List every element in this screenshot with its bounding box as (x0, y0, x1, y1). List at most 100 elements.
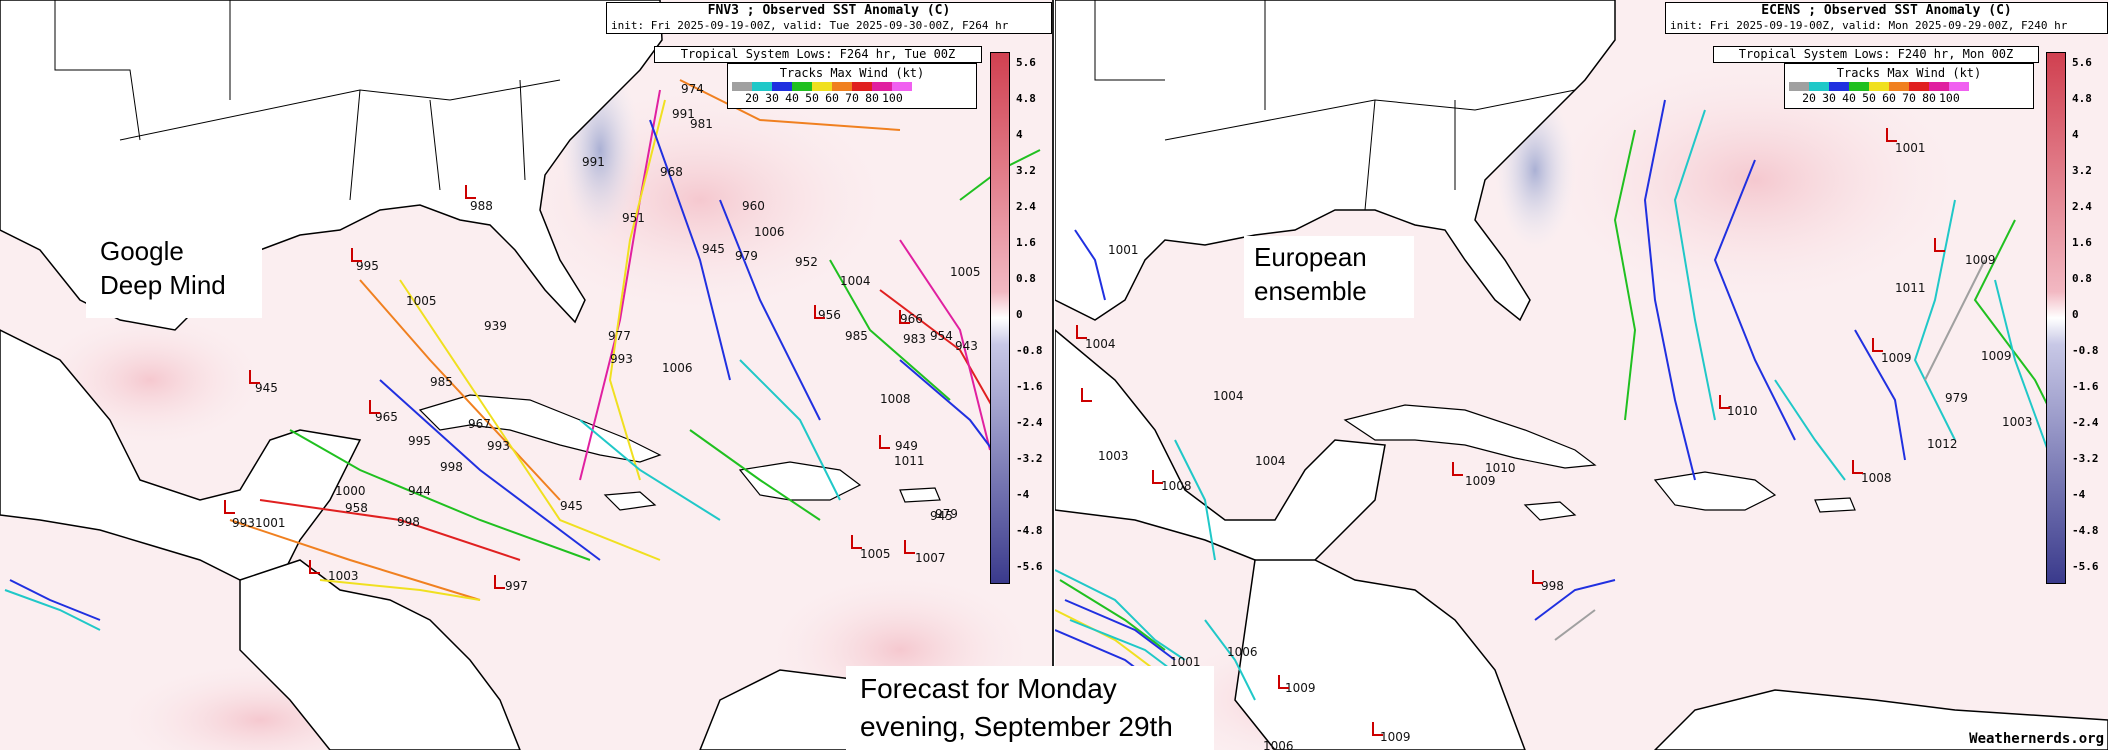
colorbar-tick: -4 (1016, 488, 1030, 501)
colorbar-tick: 5.6 (2072, 56, 2092, 69)
pressure-label: 1000 (335, 484, 366, 498)
legend-label: 40 (785, 91, 799, 105)
pressure-label: 1008 (880, 392, 911, 406)
legend-label: 80 (865, 91, 879, 105)
pressure-label: 1003 (2002, 415, 2033, 429)
left-map-panel: 974 991 981 991 968 960 1006 945 979 952… (0, 0, 1054, 750)
pressure-label: 974 (681, 82, 704, 96)
pressure-label: 979 (935, 507, 958, 521)
legend-label: 60 (1882, 91, 1896, 105)
pressure-label: 956 (818, 308, 841, 322)
pressure-label: 997 (505, 579, 528, 593)
pressure-label: 1009 (1881, 351, 1912, 365)
legend-label: 30 (1822, 91, 1836, 105)
legend-swatch (1889, 82, 1909, 91)
left-header: FNV3 ; Observed SST Anomaly (C) init: Fr… (606, 2, 1052, 34)
legend-label: 70 (1902, 91, 1916, 105)
left-legend-title: Tracks Max Wind (kt) (779, 66, 925, 80)
pressure-label: 983 (903, 332, 926, 346)
right-header: ECENS ; Observed SST Anomaly (C) init: F… (1665, 2, 2108, 34)
colorbar-tick: -0.8 (2072, 344, 2099, 357)
pressure-label: 1006 (754, 225, 785, 239)
jamaica-island (1523, 501, 1577, 521)
legend-label: 100 (882, 91, 903, 105)
left-wind-legend: Tracks Max Wind (kt) 20 30 40 50 60 70 8… (727, 63, 977, 109)
legend-label: 50 (1862, 91, 1876, 105)
puerto-rico-island (899, 487, 941, 503)
pressure-label: 1003 (328, 569, 359, 583)
legend-swatch (1929, 82, 1949, 91)
hispaniola-island (1653, 471, 1777, 511)
pressure-label: 998 (1541, 579, 1564, 593)
legend-swatch (1949, 82, 1969, 91)
legend-swatch (1849, 82, 1869, 91)
legend-swatch (772, 82, 792, 91)
forecast-caption: Forecast for Monday evening, September 2… (846, 666, 1214, 750)
pressure-labels: 1001 1009 1011 1009 1009 979 1003 1004 1… (1085, 141, 2033, 750)
colorbar-tick: 4.8 (2072, 92, 2092, 105)
pressure-label: 1006 (1227, 645, 1258, 659)
colorbar-tick: -1.6 (2072, 380, 2099, 393)
pressure-label: 993 (232, 516, 255, 530)
right-init-line: init: Fri 2025-09-19-00Z, valid: Mon 202… (1670, 19, 2068, 32)
colorbar-tick: -2.4 (1016, 416, 1043, 429)
colorbar-tick: 2.4 (1016, 200, 1036, 213)
pressure-label: 979 (735, 249, 758, 263)
legend-swatch (1809, 82, 1829, 91)
colorbar-tick: 1.6 (1016, 236, 1036, 249)
colorbar-tick: 5.6 (1016, 56, 1036, 69)
pressure-label: 1011 (894, 454, 925, 468)
colorbar-tick: -2.4 (2072, 416, 2099, 429)
colorbar-tick: 4 (2072, 128, 2079, 141)
pressure-label: 943 (955, 339, 978, 353)
pressure-label: 1006 (1263, 739, 1294, 750)
pressure-label: 1010 (1727, 404, 1758, 418)
legend-label: 20 (745, 91, 759, 105)
right-legend-title: Tracks Max Wind (kt) (1836, 66, 1982, 80)
google-deepmind-annotation: Google Deep Mind (86, 226, 262, 318)
pressure-label: 958 (345, 501, 368, 515)
low-markers (1076, 128, 1945, 736)
colorbar-tick: 0.8 (1016, 272, 1036, 285)
pressure-label: 993 (487, 439, 510, 453)
colorbar-tick: 0.8 (2072, 272, 2092, 285)
left-legend-swatches (732, 82, 972, 91)
legend-swatch (872, 82, 892, 91)
pressure-label: 1001 (1170, 655, 1201, 669)
legend-label: 70 (845, 91, 859, 105)
left-tsl-line: Tropical System Lows: F264 hr, Tue 00Z (655, 46, 981, 62)
colorbar-tick: 4.8 (1016, 92, 1036, 105)
left-title: FNV3 ; Observed SST Anomaly (C) (707, 3, 951, 18)
left-colorbar-ticks: 5.6 4.8 4 3.2 2.4 1.6 0.8 0 -0.8 -1.6 -2… (1016, 56, 1052, 586)
legend-swatch (852, 82, 872, 91)
left-init-line: init: Fri 2025-09-19-00Z, valid: Tue 202… (611, 19, 1009, 32)
legend-label: 100 (1939, 91, 1960, 105)
pressure-label: 1005 (950, 265, 981, 279)
pressure-label: 945 (255, 381, 278, 395)
pressure-label: 1009 (1465, 474, 1496, 488)
us-landmass (1055, 0, 1616, 322)
pressure-label: 993 (610, 352, 633, 366)
right-tsl-line: Tropical System Lows: F240 hr, Mon 00Z (1714, 46, 2038, 62)
central-america-landmass (239, 559, 521, 750)
european-ensemble-annotation: European ensemble (1244, 236, 1414, 318)
pressure-label: 1011 (1895, 281, 1926, 295)
pressure-label: 945 (560, 499, 583, 513)
weathernerds-credit: Weathernerds.org (1969, 731, 2104, 747)
legend-label: 50 (805, 91, 819, 105)
right-colorbar (2046, 52, 2066, 584)
legend-swatch (1789, 82, 1809, 91)
colorbar-tick: -0.8 (1016, 344, 1043, 357)
pressure-label: 995 (408, 434, 431, 448)
legend-swatch (832, 82, 852, 91)
colorbar-tick: -3.2 (1016, 452, 1043, 465)
pressure-label: 945 (930, 509, 953, 523)
colorbar-tick: -5.6 (1016, 560, 1043, 573)
colorbar-tick: 0 (1016, 308, 1023, 321)
pressure-label: 965 (375, 410, 398, 424)
pressure-label: 985 (430, 375, 453, 389)
pressure-label: 1006 (662, 361, 693, 375)
pressure-label: 988 (470, 199, 493, 213)
cuba-island (1343, 404, 1597, 469)
pressure-label: 998 (440, 460, 463, 474)
